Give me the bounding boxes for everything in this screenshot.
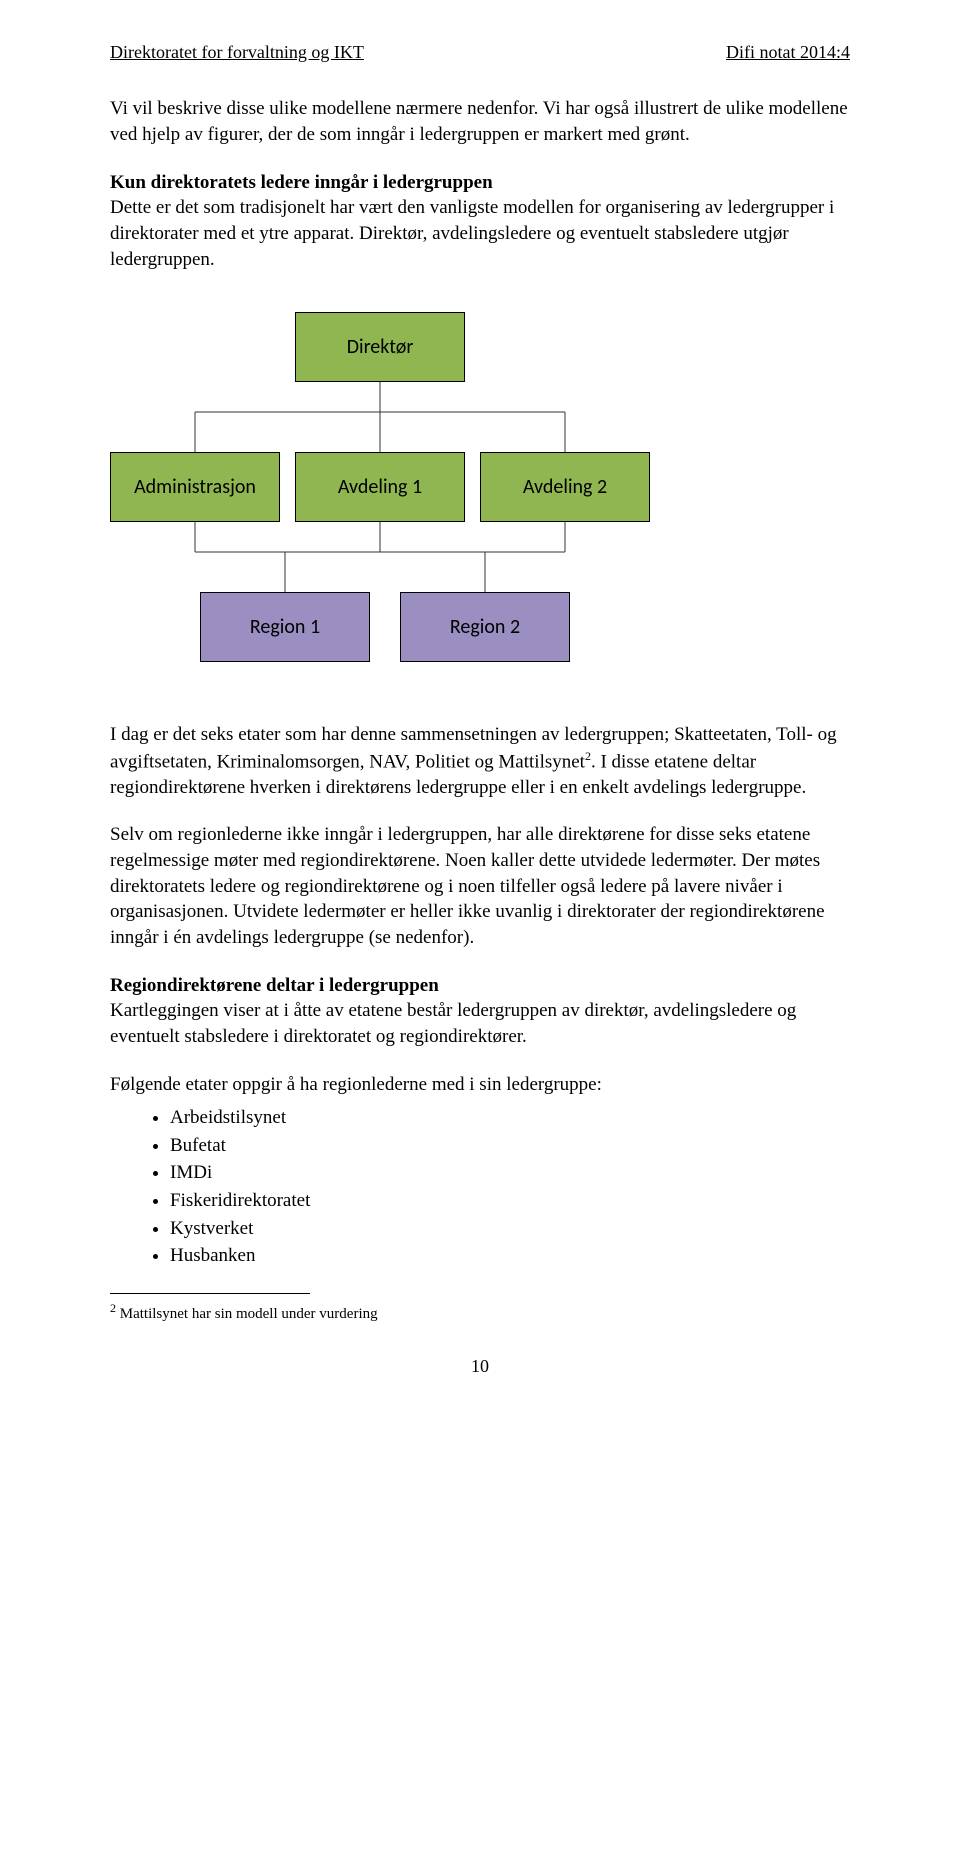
org-node-reg2: Region 2 [400,592,570,662]
section-2: Regiondirektørene deltar i ledergruppen … [110,973,850,1050]
list-item: Kystverket [170,1216,850,1242]
page-header: Direktoratet for forvaltning og IKT Difi… [110,40,850,64]
paragraph-intro: Vi vil beskrive disse ulike modellene næ… [110,96,850,147]
list-item: IMDi [170,1160,850,1186]
section-1-heading: Kun direktoratets ledere inngår i lederg… [110,172,493,193]
org-chart: Direktør Administrasjon Avdeling 1 Avdel… [110,312,660,682]
header-left: Direktoratet for forvaltning og IKT [110,40,364,64]
section-1-body: Dette er det som tradisjonelt har vært d… [110,197,834,269]
org-node-reg1: Region 1 [200,592,370,662]
list-item: Bufetat [170,1133,850,1159]
org-node-avd1: Avdeling 1 [295,452,465,522]
list-intro: Følgende etater oppgir å ha regionledern… [110,1072,850,1098]
page-number: 10 [110,1354,850,1378]
paragraph-4: Selv om regionlederne ikke inngår i lede… [110,822,850,950]
paragraph-3: I dag er det seks etater som har denne s… [110,722,850,800]
org-node-admin-label: Administrasjon [134,474,256,501]
section-2-body: Kartleggingen viser at i åtte av etatene… [110,1000,796,1047]
section-1: Kun direktoratets ledere inngår i lederg… [110,170,850,273]
list-item: Arbeidstilsynet [170,1105,850,1131]
org-node-direktor-label: Direktør [347,334,414,361]
list-item: Husbanken [170,1243,850,1269]
footnote-text: Mattilsynet har sin modell under vurderi… [116,1306,378,1322]
org-node-avd1-label: Avdeling 1 [338,474,422,501]
section-2-heading: Regiondirektørene deltar i ledergruppen [110,975,439,996]
org-node-reg2-label: Region 2 [450,614,520,641]
footnote-2: 2 Mattilsynet har sin modell under vurde… [110,1300,850,1324]
org-node-reg1-label: Region 1 [250,614,320,641]
org-node-direktor: Direktør [295,312,465,382]
org-node-avd2: Avdeling 2 [480,452,650,522]
agency-list: Arbeidstilsynet Bufetat IMDi Fiskeridire… [170,1105,850,1269]
footnote-separator [110,1293,310,1294]
header-right: Difi notat 2014:4 [726,40,850,64]
org-node-avd2-label: Avdeling 2 [523,474,607,501]
org-node-admin: Administrasjon [110,452,280,522]
list-item: Fiskeridirektoratet [170,1188,850,1214]
